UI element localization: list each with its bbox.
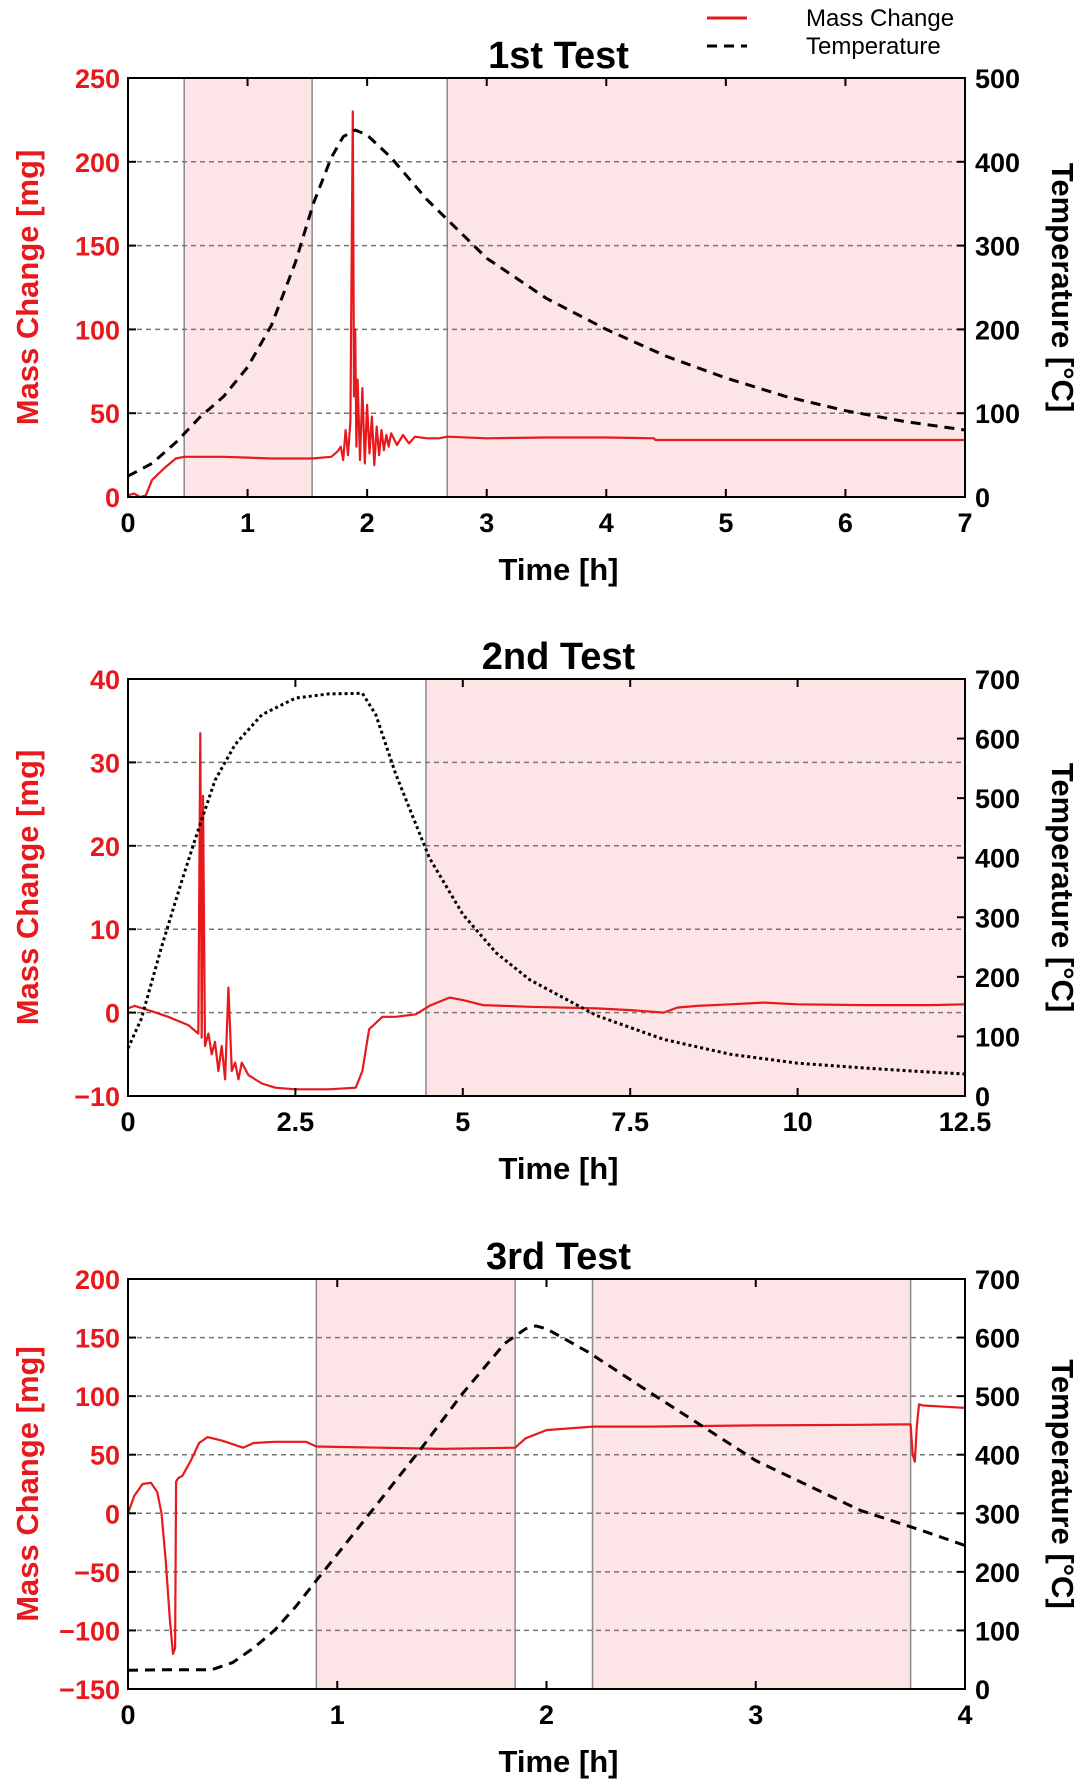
left-y-axis-label: Mass Change [mg] <box>10 150 45 426</box>
left-y-tick-label: 100 <box>75 315 120 345</box>
chart-title: 3rd Test <box>486 1236 631 1278</box>
shaded-region <box>425 679 965 1096</box>
left-y-tick-label: −10 <box>74 1082 120 1112</box>
right-y-axis-label: Temperature [°C] <box>1045 763 1080 1013</box>
legend-temperature-label: Temperature <box>806 33 941 60</box>
left-y-axis-label: Mass Change [mg] <box>10 750 45 1026</box>
x-tick-label: 12.5 <box>939 1107 992 1137</box>
temperature-series-line <box>127 128 966 478</box>
right-y-axis-label: Temperature [°C] <box>1045 1359 1080 1609</box>
right-y-tick-label: 700 <box>975 1265 1020 1295</box>
right-y-tick-label: 400 <box>975 1441 1020 1471</box>
left-y-tick-label: 30 <box>90 748 120 778</box>
left-y-tick-label: −150 <box>59 1675 120 1705</box>
left-y-tick-label: −50 <box>74 1558 120 1588</box>
left-y-tick-label: 0 <box>105 483 120 513</box>
temperature-series-line <box>127 1324 966 1672</box>
left-y-tick-label: 20 <box>90 832 120 862</box>
right-y-tick-label: 300 <box>975 1499 1020 1529</box>
x-tick-label: 0 <box>120 1107 135 1137</box>
left-y-tick-label: 10 <box>90 915 120 945</box>
right-y-tick-label: 100 <box>975 1022 1020 1052</box>
left-y-tick-label: 0 <box>105 999 120 1029</box>
left-y-tick-label: 50 <box>90 399 120 429</box>
x-tick-label: 2 <box>360 508 375 538</box>
chart-panel-2: 0 2.5 5 7.5 10 12.5−1001020304001002003004005… <box>10 636 1080 1186</box>
left-y-tick-label: 50 <box>90 1441 120 1471</box>
mass-change-series-line <box>126 1403 966 1656</box>
left-y-tick-label: 200 <box>75 148 120 178</box>
x-axis-label: Time [h] <box>499 552 619 587</box>
left-y-tick-label: 100 <box>75 1382 120 1412</box>
x-tick-label: 2.5 <box>277 1107 315 1137</box>
chart-title: 1st Test <box>488 35 629 77</box>
legend-mass-change-label: Mass Change <box>806 5 954 32</box>
right-y-tick-label: 100 <box>975 399 1020 429</box>
right-y-tick-label: 400 <box>975 148 1020 178</box>
right-y-tick-label: 500 <box>975 64 1020 94</box>
x-tick-label: 0 <box>120 1700 135 1730</box>
left-y-tick-label: 250 <box>75 64 120 94</box>
x-tick-label: 7 <box>957 508 972 538</box>
x-tick-label: 4 <box>599 508 614 538</box>
x-tick-label: 1 <box>240 508 255 538</box>
legend: Mass Change Temperature <box>707 5 954 60</box>
shaded-region <box>447 78 965 497</box>
mass-change-series-line <box>127 732 966 1091</box>
left-y-tick-label: 40 <box>90 665 120 695</box>
right-y-tick-label: 700 <box>975 665 1020 695</box>
left-y-tick-label: 150 <box>75 1324 120 1354</box>
right-y-tick-label: 0 <box>975 1082 990 1112</box>
right-y-tick-label: 200 <box>975 315 1020 345</box>
x-axis-label: Time [h] <box>499 1744 619 1779</box>
right-y-axis-label: Temperature [°C] <box>1045 163 1080 413</box>
mass-change-series-line <box>127 110 965 499</box>
right-y-tick-label: 300 <box>975 232 1020 262</box>
shaded-region <box>592 1279 911 1689</box>
x-tick-label: 0 <box>120 508 135 538</box>
left-y-tick-label: 150 <box>75 232 120 262</box>
shaded-region <box>316 1279 516 1689</box>
x-tick-label: 3 <box>479 508 494 538</box>
right-y-tick-label: 600 <box>975 725 1020 755</box>
left-y-tick-label: 200 <box>75 1265 120 1295</box>
right-y-tick-label: 500 <box>975 1382 1020 1412</box>
x-axis-label: Time [h] <box>499 1151 619 1186</box>
x-tick-label: 5 <box>718 508 733 538</box>
shaded-region <box>184 78 313 497</box>
temperature-series-line <box>126 691 966 1076</box>
x-tick-label: 10 <box>783 1107 813 1137</box>
right-y-tick-label: 200 <box>975 1558 1020 1588</box>
right-y-tick-label: 0 <box>975 483 990 513</box>
plot-frame <box>127 678 966 1097</box>
x-tick-label: 4 <box>957 1700 972 1730</box>
x-tick-label: 1 <box>330 1700 345 1730</box>
chart-title: 2nd Test <box>482 636 636 678</box>
left-y-axis-label: Mass Change [mg] <box>10 1346 45 1622</box>
right-y-tick-label: 100 <box>975 1616 1020 1646</box>
x-tick-label: 2 <box>539 1700 554 1730</box>
x-tick-label: 3 <box>748 1700 763 1730</box>
plot-frame <box>127 77 966 498</box>
right-y-tick-label: 300 <box>975 903 1020 933</box>
right-y-tick-label: 600 <box>975 1324 1020 1354</box>
right-y-tick-label: 200 <box>975 963 1020 993</box>
chart-panel-1: 0 1 2 3 4 5 6 705010015020025001002003004005001… <box>10 35 1080 587</box>
right-y-tick-label: 400 <box>975 844 1020 874</box>
left-y-tick-label: 0 <box>105 1499 120 1529</box>
chart-panel-3: 0 1 2 3 4 −150 −100 −50 0 50 100 150 200 0 100 200 300 40… <box>10 1236 1080 1779</box>
x-tick-label: 7.5 <box>611 1107 649 1137</box>
x-tick-label: 6 <box>838 508 853 538</box>
left-y-tick-label: −100 <box>59 1616 120 1646</box>
right-y-tick-label: 0 <box>975 1675 990 1705</box>
right-y-tick-label: 500 <box>975 784 1020 814</box>
x-tick-label: 5 <box>455 1107 470 1137</box>
